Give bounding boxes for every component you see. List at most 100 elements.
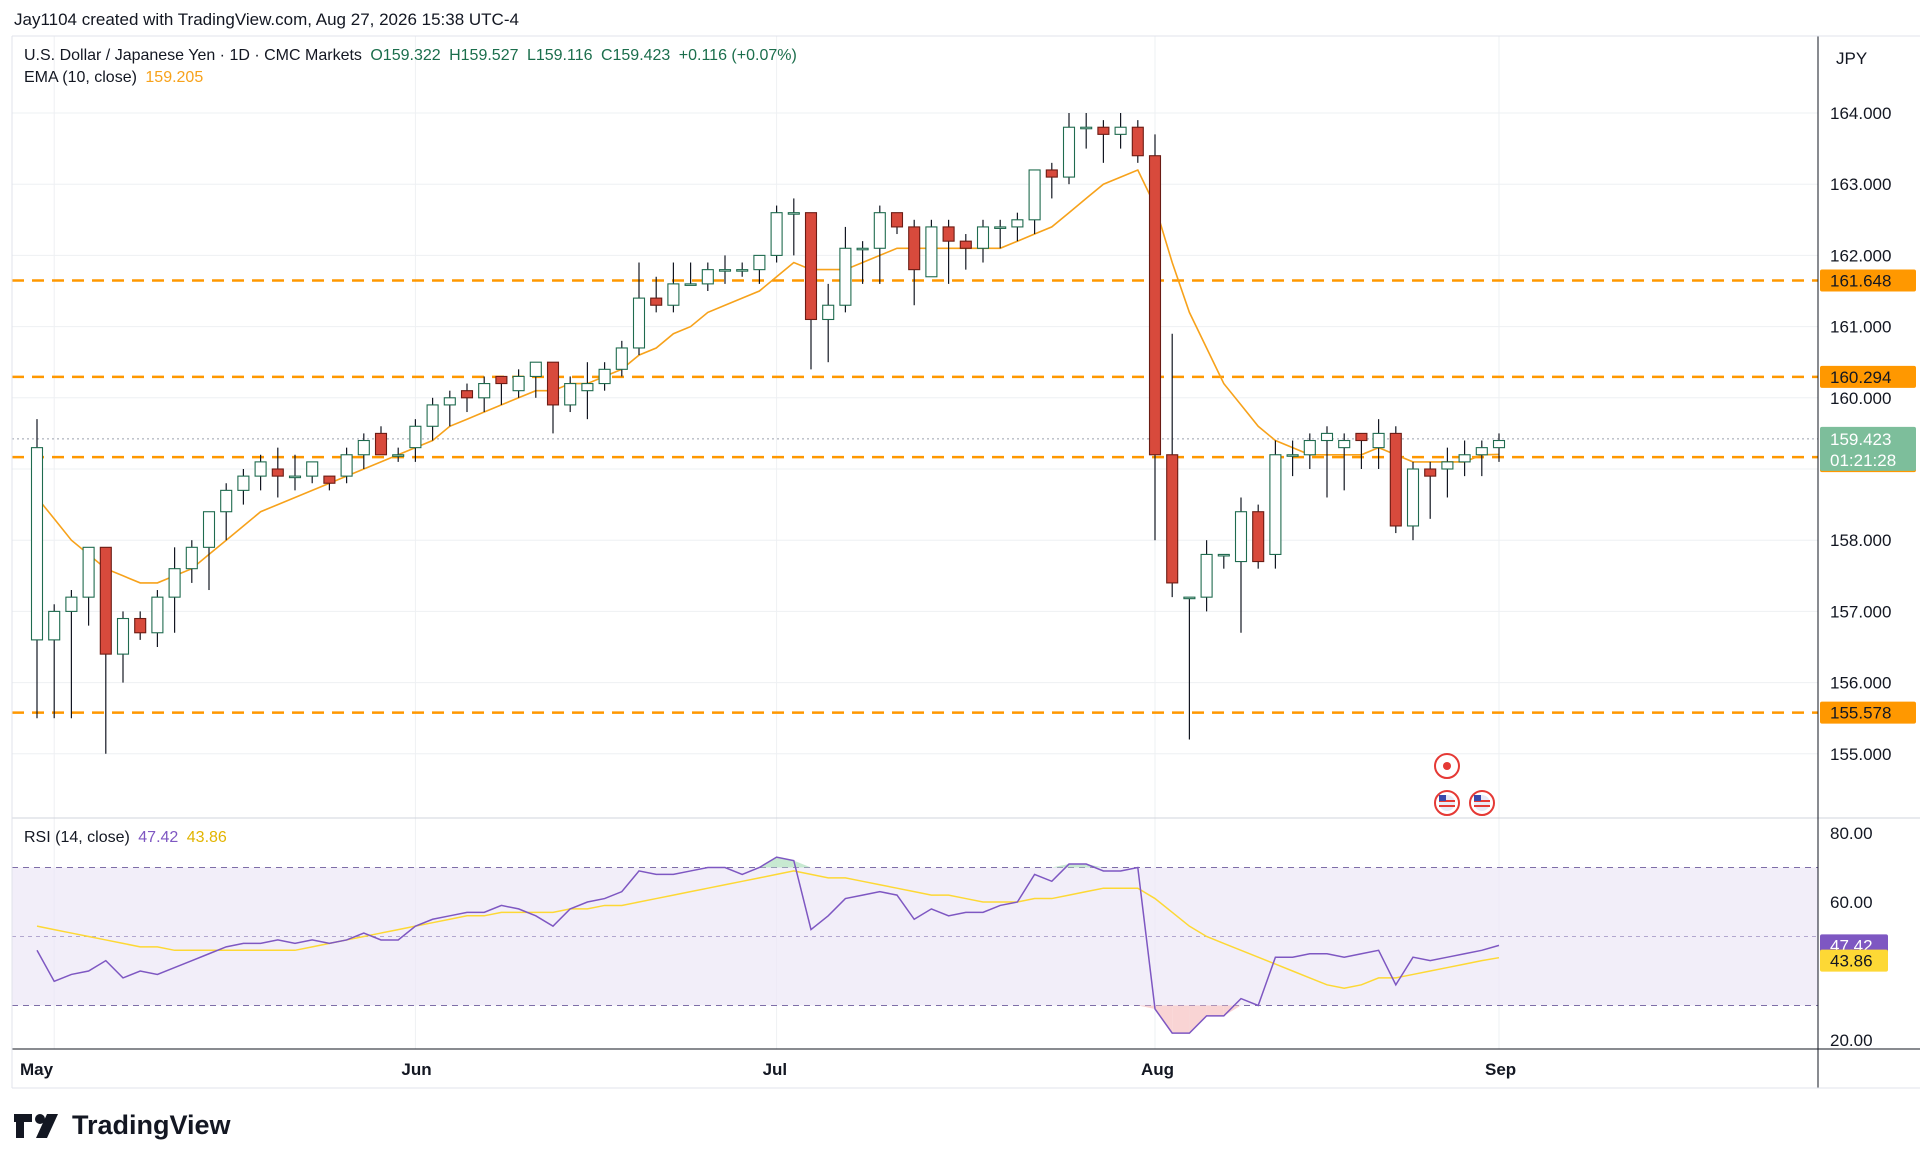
price-tick-label: 155.000 <box>1830 745 1891 764</box>
candle-body <box>529 361 542 377</box>
candle-body <box>99 546 112 655</box>
rsi-oversold-fill <box>1189 1005 1207 1034</box>
level-price-tag-bg <box>1820 365 1916 388</box>
candle-body <box>1148 155 1162 456</box>
candle-up <box>701 262 714 291</box>
candle-body <box>1200 553 1213 598</box>
level-price-tag: 155.578 <box>1820 701 1916 724</box>
candle-up <box>357 433 370 469</box>
candle-up <box>1458 440 1471 477</box>
candle-body <box>323 475 336 484</box>
candle-up <box>667 262 680 313</box>
candle-body <box>134 617 147 634</box>
price-tick-label: 158.000 <box>1830 531 1891 550</box>
candle-body <box>770 212 783 256</box>
ohlc-change: +0.116 (+0.07%) <box>678 47 797 64</box>
candle-body <box>1166 454 1179 584</box>
rsi-label[interactable]: RSI (14, close) <box>24 829 130 846</box>
candle-body <box>994 226 1007 229</box>
candle-body <box>1320 432 1334 442</box>
price-tick-label: 164.000 <box>1830 104 1891 123</box>
us-event-flag-icon-stripe <box>1439 800 1455 802</box>
candle-body <box>512 375 525 392</box>
level-price-tag-bg <box>1820 269 1916 292</box>
candle-up <box>512 369 525 398</box>
candle-down <box>1131 120 1144 163</box>
ohlc-low: L159.116 <box>526 47 593 64</box>
ema-label[interactable]: EMA (10, close) <box>24 69 137 86</box>
rsi-oversold-fill <box>1172 1005 1190 1034</box>
candle-up <box>65 590 78 719</box>
candle-down <box>323 475 336 491</box>
candle-down <box>495 375 508 405</box>
candle-down <box>546 361 560 434</box>
tradingview-logo-icon <box>14 1113 58 1138</box>
event-marker-icon-dot <box>1443 762 1451 770</box>
candle-down <box>1424 461 1437 519</box>
event-marker-icon[interactable] <box>1434 753 1460 779</box>
last-price-tag-bg <box>1820 426 1916 471</box>
candle-up <box>168 547 181 633</box>
candle-body <box>787 212 800 215</box>
candle-up <box>1028 169 1041 235</box>
candle-body <box>581 383 594 392</box>
candle-body <box>1338 439 1351 449</box>
candle-body <box>632 297 646 349</box>
candle-body <box>1303 439 1316 456</box>
candle-body <box>1097 126 1110 135</box>
candle-up <box>529 361 542 398</box>
candle-up <box>30 419 44 719</box>
level-price-tag-text: 160.294 <box>1830 368 1891 387</box>
candle-body <box>822 304 835 321</box>
candle-body <box>667 283 680 306</box>
candle-body <box>684 283 697 286</box>
candle-body <box>254 461 267 477</box>
us-event-flag-icon-stripe <box>1439 805 1455 807</box>
ema-legend: EMA (10, close) 159.205 <box>24 69 207 87</box>
candle-body <box>804 212 818 321</box>
candle-up <box>856 241 869 284</box>
time-tick-label: Jul <box>763 1060 788 1079</box>
candle-up <box>770 205 783 263</box>
candle-body <box>306 461 319 477</box>
symbol-legend: U.S. Dollar / Japanese Yen · 1D · CMC Ma… <box>24 47 801 65</box>
event-markers <box>1434 753 1495 816</box>
last-price-text: 159.423 <box>1830 430 1891 449</box>
candle-up <box>185 540 198 583</box>
candle-up <box>873 205 886 284</box>
candle-body <box>202 511 216 548</box>
candle-body <box>460 390 474 399</box>
candle-up <box>736 262 749 277</box>
candle-body <box>48 610 61 641</box>
candle-up <box>151 590 164 647</box>
candle-body <box>1062 126 1076 178</box>
price-tick-label: 156.000 <box>1830 674 1891 693</box>
candle-body <box>959 240 972 249</box>
candle-body <box>185 546 198 570</box>
candle-up <box>254 454 267 491</box>
level-price-tag: 160.294 <box>1820 365 1916 388</box>
rsi-ma-value: 43.86 <box>186 829 227 846</box>
candle-down <box>460 383 474 413</box>
candle-up <box>48 604 61 719</box>
us-event-flag-icon[interactable] <box>1469 790 1495 816</box>
us-event-flag-icon[interactable] <box>1434 790 1460 816</box>
rsi-ma-line <box>36 870 1500 990</box>
ema-line <box>36 168 1500 584</box>
candle-body <box>1217 553 1230 557</box>
currency-label: JPY <box>1836 49 1867 68</box>
rsi-tick-label: 60.00 <box>1830 893 1873 912</box>
rsi-oversold-fill <box>1223 1005 1241 1016</box>
rsi-legend: RSI (14, close) 47.42 43.86 <box>24 829 231 847</box>
candle-down <box>374 426 388 456</box>
price-tick-label: 161.000 <box>1830 318 1891 337</box>
level-price-tag-text: 155.578 <box>1830 704 1891 723</box>
tradingview-logo[interactable]: TradingView <box>14 1110 231 1141</box>
level-price-tag: 161.648 <box>1820 269 1916 292</box>
candle-down <box>271 447 284 498</box>
ema-value: 159.205 <box>145 69 204 86</box>
candle-up <box>306 461 319 484</box>
symbol-name[interactable]: U.S. Dollar / Japanese Yen · 1D · CMC Ma… <box>24 47 362 64</box>
candle-body <box>976 226 990 249</box>
